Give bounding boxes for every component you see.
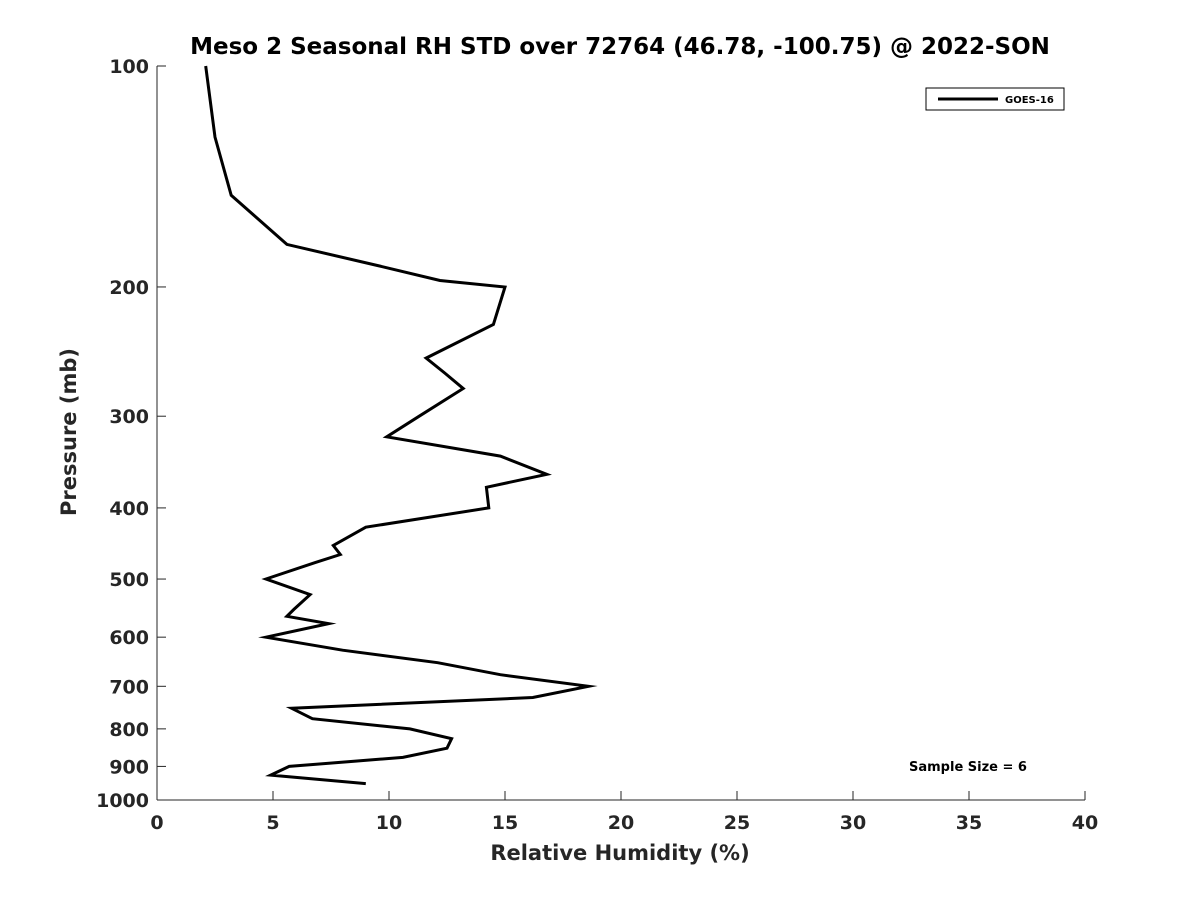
y-tick-label: 400 [109, 498, 149, 520]
y-tick-label: 1000 [96, 790, 149, 812]
x-tick-label: 15 [492, 812, 518, 834]
y-tick-label: 100 [109, 56, 149, 78]
axes [156, 66, 1085, 801]
y-tick-label: 800 [109, 719, 149, 741]
sample-size-annotation: Sample Size = 6 [909, 760, 1027, 775]
legend: GOES-16 [925, 87, 1065, 111]
y-axis-label: Pressure (mb) [57, 348, 81, 516]
x-tick-label: 0 [150, 812, 163, 834]
y-tick-label: 200 [109, 277, 149, 299]
x-tick-label: 20 [608, 812, 634, 834]
x-tick-label: 30 [840, 812, 866, 834]
x-tick-label: 40 [1072, 812, 1098, 834]
series [204, 65, 598, 786]
y-tick-label: 500 [109, 569, 149, 591]
y-tick-label: 600 [109, 627, 149, 649]
y-tick-label: 300 [109, 406, 149, 428]
x-tick-label: 10 [376, 812, 402, 834]
x-tick-label: 5 [266, 812, 279, 834]
y-tick-label: 900 [109, 756, 149, 778]
ticks: 0 5 10 15 20 25 30 35 40 100 200 300 400 500 600 700 800… [96, 56, 1098, 834]
x-axis-label: Relative Humidity (%) [490, 841, 749, 865]
chart-title: Meso 2 Seasonal RH STD over 72764 (46.78… [190, 34, 1050, 60]
y-tick-label: 700 [109, 676, 149, 698]
legend-entry-goes-16: GOES-16 [1005, 95, 1054, 106]
series-line-goes-16 [204, 65, 598, 786]
x-tick-label: 25 [724, 812, 750, 834]
x-tick-label: 35 [956, 812, 982, 834]
